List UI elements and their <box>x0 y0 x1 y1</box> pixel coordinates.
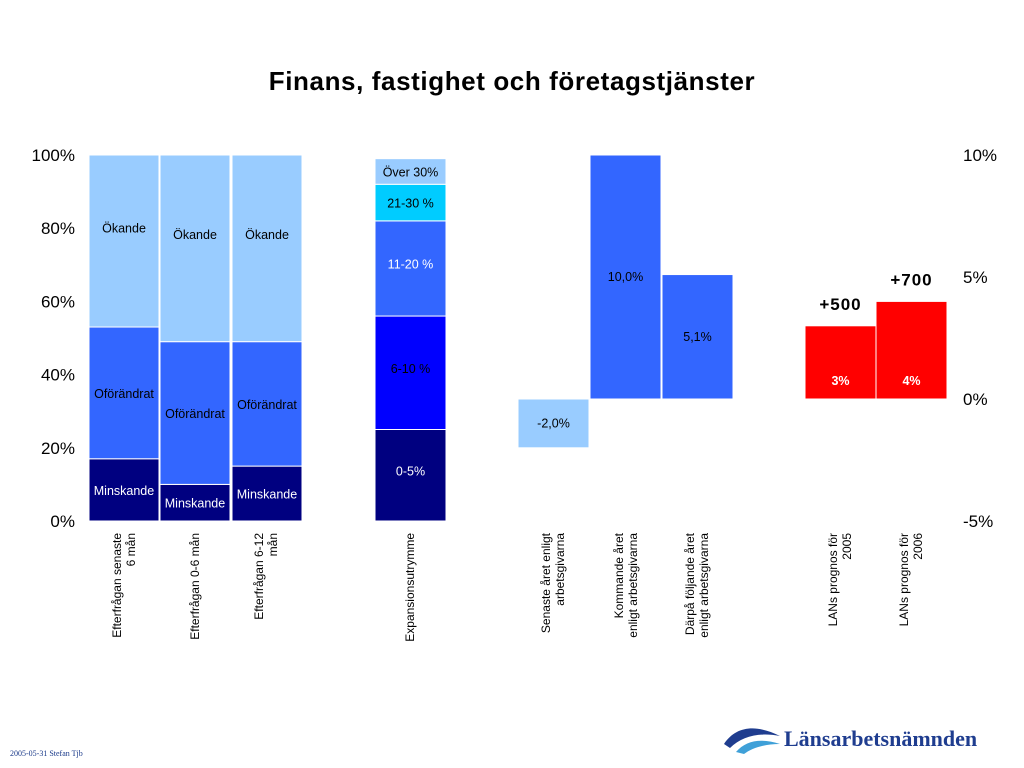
bar-segment <box>88 458 160 522</box>
bar <box>804 325 877 400</box>
bar-segment <box>231 465 303 522</box>
segment-label: 6-10 % <box>391 362 431 376</box>
right-axis-tick: 5% <box>963 268 988 287</box>
category-label: 2005 <box>840 533 854 560</box>
category-label: 2006 <box>911 533 925 560</box>
annotation-label: +500 <box>819 295 861 314</box>
wave-logo-icon <box>724 728 780 754</box>
left-axis-tick: 20% <box>41 439 75 458</box>
category-label: LANs prognos för <box>897 533 911 626</box>
segment-label: 0-5% <box>396 464 425 478</box>
segment-label: Ökande <box>245 228 289 242</box>
category-labels: Efterfrågan senaste 6 mån Efterfrågan 0-6 … <box>110 532 925 641</box>
category-label: Därpå följande året <box>683 532 697 635</box>
category-label: Expansionsutrymme <box>403 533 417 642</box>
left-axis-tick: 0% <box>50 512 75 531</box>
left-axis-tick: 80% <box>41 219 75 238</box>
bar <box>589 154 662 400</box>
category-label: LANs prognos för <box>826 533 840 626</box>
segment-label: Minskande <box>94 484 154 498</box>
segment-label: Minskande <box>165 497 225 511</box>
category-label: enligt arbetsgivarna <box>697 533 711 638</box>
data-label: -2,0% <box>537 416 570 430</box>
segment-label: Oförändrat <box>94 387 154 401</box>
logo-text: Länsarbetsnämnden <box>784 726 978 751</box>
category-label: Senaste året enligt <box>539 532 553 633</box>
footer-text: 2005-05-31 Stefan Tjb <box>10 749 83 758</box>
category-label: 6 mån <box>124 533 138 566</box>
segment-label: Ökande <box>102 221 146 235</box>
segment-label: Minskande <box>237 488 297 502</box>
bar-segment <box>159 341 231 485</box>
right-axis-tick: 10% <box>963 146 997 165</box>
right-axis-tick: 0% <box>963 390 988 409</box>
left-axis: 100% 80% 60% 40% 20% 0% <box>32 146 75 531</box>
logo: Länsarbetsnämnden <box>722 722 1012 756</box>
category-label: Efterfrågan 0-6 mån <box>188 533 202 640</box>
bar-segment <box>374 158 447 185</box>
bar-segment <box>374 429 447 522</box>
left-axis-tick: 100% <box>32 146 75 165</box>
segment-label: Oförändrat <box>165 407 225 421</box>
segment-label: 21-30 % <box>387 197 434 211</box>
bar <box>517 398 590 449</box>
segment-label: 11-20 % <box>388 257 434 271</box>
category-label: arbetsgivarna <box>553 533 567 606</box>
data-label: 3% <box>831 374 849 388</box>
category-label: enligt arbetsgivarna <box>626 533 640 638</box>
data-label: 10,0% <box>608 270 643 284</box>
annotation-label: +700 <box>890 270 932 289</box>
chart-title: Finans, fastighet och företagstjänster <box>269 66 756 96</box>
bar-segment <box>159 154 231 343</box>
bar-segment <box>374 220 447 317</box>
right-axis: 10% 5% 0% -5% <box>963 146 997 531</box>
data-label: 4% <box>902 374 920 388</box>
category-label: Kommande året <box>612 532 626 618</box>
category-label: Efterfrågan senaste <box>110 533 124 638</box>
segment-label: Över 30% <box>383 165 439 179</box>
bar-segment <box>231 341 303 467</box>
left-axis-tick: 60% <box>41 292 75 311</box>
bar <box>661 274 734 400</box>
data-label: 5,1% <box>683 330 712 344</box>
left-axis-tick: 40% <box>41 366 75 385</box>
bar-segment <box>374 183 447 222</box>
bar-segment <box>88 154 160 328</box>
segment-label: Ökande <box>173 228 217 242</box>
bar <box>875 300 948 400</box>
bar-segment <box>374 315 447 431</box>
segment-label: Oförändrat <box>237 398 297 412</box>
bar-segment <box>88 326 160 460</box>
bar-segment <box>231 154 303 343</box>
category-label: mån <box>266 533 280 556</box>
chart-marks: Minskande Oförändrat Ökande Minskande Oförän… <box>88 154 948 522</box>
category-label: Efterfrågan 6-12 <box>252 533 266 620</box>
right-axis-tick: -5% <box>963 512 993 531</box>
